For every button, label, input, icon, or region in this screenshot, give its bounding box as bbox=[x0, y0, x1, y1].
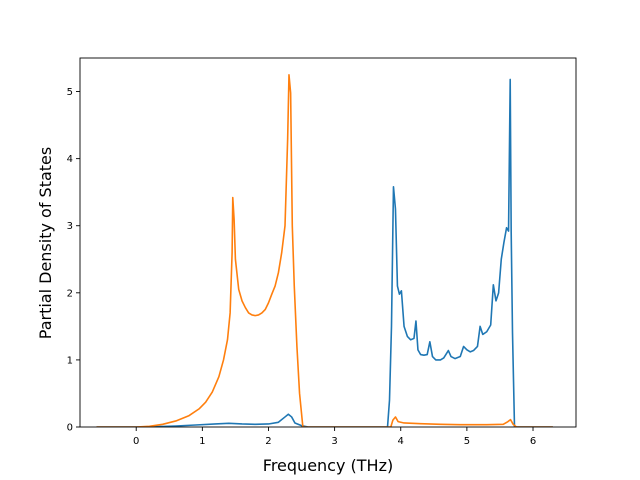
x-tick-label: 2 bbox=[265, 436, 271, 447]
y-tick-label: 4 bbox=[67, 154, 73, 165]
x-axis-ticks: 0 1 2 3 4 5 6 bbox=[133, 427, 536, 447]
y-tick-label: 2 bbox=[67, 288, 73, 299]
y-tick-label: 0 bbox=[67, 423, 73, 434]
x-tick-label: 3 bbox=[331, 436, 337, 447]
x-tick-label: 6 bbox=[530, 436, 536, 447]
x-tick-label: 4 bbox=[398, 436, 404, 447]
y-tick-label: 5 bbox=[67, 87, 73, 98]
y-axis-label: Partial Density of States bbox=[36, 147, 55, 339]
x-axis-label: Frequency (THz) bbox=[263, 456, 393, 475]
x-tick-label: 5 bbox=[464, 436, 470, 447]
plot-area bbox=[79, 57, 577, 428]
x-tick-label: 0 bbox=[133, 436, 139, 447]
y-tick-label: 1 bbox=[67, 355, 73, 366]
x-tick-label: 1 bbox=[199, 436, 205, 447]
y-axis-ticks: 0 1 2 3 4 5 bbox=[67, 87, 80, 434]
y-tick-label: 3 bbox=[67, 221, 73, 232]
series-line-1 bbox=[96, 78, 553, 427]
axes-frame bbox=[79, 57, 577, 428]
series-line-2 bbox=[96, 73, 553, 427]
